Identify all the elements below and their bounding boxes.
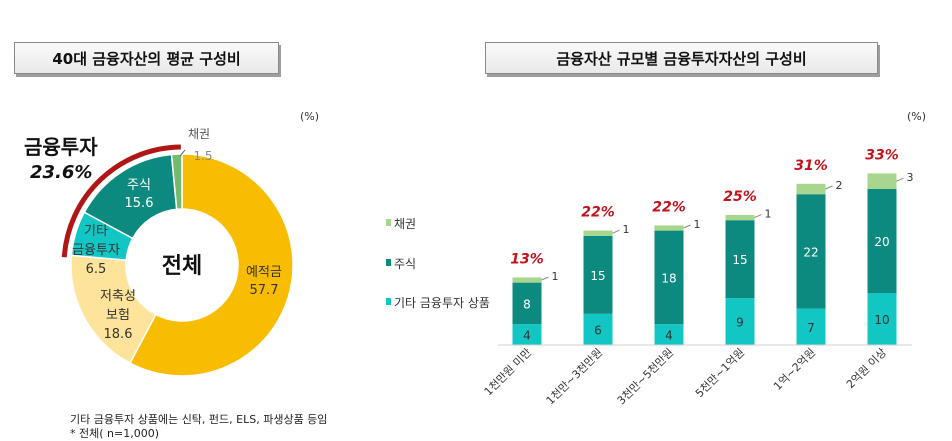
bar-segment: [867, 189, 897, 293]
bar-segment: [867, 293, 897, 345]
bar-value-label: 6: [594, 323, 602, 337]
bar-segment: [512, 277, 542, 283]
x-tick-label: 1천만~3천만원: [543, 345, 605, 407]
pie-unit-label: (%): [300, 110, 320, 123]
bar-value-label: 4: [665, 329, 673, 343]
bar-value-label: 22: [803, 245, 818, 259]
slice-value-label: 57.7: [250, 283, 279, 298]
leader-line: [612, 229, 620, 234]
bar-total-label: 25%: [723, 189, 757, 205]
bar-value-label: 2: [836, 179, 843, 192]
leader-line: [825, 185, 833, 190]
legend-stock-swatch: [386, 259, 391, 266]
x-tick-label: 3천만~5천만원: [614, 345, 676, 407]
legend-bond-label: 채권: [394, 217, 417, 231]
bar-value-label: 10: [874, 313, 889, 327]
bar-total-label: 22%: [652, 199, 686, 215]
bar-segment: [583, 313, 613, 345]
leader-line: [896, 177, 904, 182]
highlight-value: 23.6%: [30, 162, 92, 183]
bar-value-label: 1: [552, 270, 559, 283]
slice-value-label: 18.6: [104, 327, 133, 342]
leader-line: [541, 276, 549, 281]
bar-value-label: 1: [694, 218, 701, 231]
slice-value-label: 15.6: [125, 196, 154, 211]
bar-segment: [583, 230, 613, 236]
donut-chart: 예적금57.7저축성보험18.6기타금융투자6.5주식15.6채권1.5전체금융…: [24, 127, 294, 377]
bar-segment: [796, 183, 826, 195]
x-tick-label: 2억원 이상: [844, 346, 889, 391]
bar-segment: [512, 324, 542, 345]
legend-bond-swatch: [386, 219, 391, 226]
bar-value-label: 9: [736, 316, 744, 330]
slice-value-label: 1.5: [193, 149, 212, 163]
bar-segment: [725, 220, 755, 299]
bar-segment: [654, 225, 684, 231]
legend-bond: 채권: [386, 215, 416, 232]
highlight-arc: [61, 144, 181, 258]
bar-segment: [867, 173, 897, 189]
bar-value-label: 15: [732, 253, 747, 267]
bar-segment: [725, 215, 755, 221]
slice-label: 보험: [106, 308, 130, 323]
bar-segment: [654, 324, 684, 345]
bar-total-label: 13%: [510, 251, 544, 267]
slice-label: 채권: [188, 127, 210, 141]
highlight-label: 금융투자: [24, 135, 98, 159]
bar-value-label: 20: [874, 235, 889, 249]
bar-value-label: 18: [661, 271, 676, 285]
slice-label: 기타: [84, 224, 108, 239]
leader-line: [683, 224, 691, 229]
slice-label: 저축성: [100, 289, 136, 304]
bar-segment: [796, 308, 826, 345]
bar-value-label: 1: [765, 208, 772, 221]
bar-segment: [725, 298, 755, 345]
slice-label: 예적금: [246, 265, 282, 280]
leader-line: [754, 214, 762, 219]
x-tick-label: 1억~2억원: [771, 346, 818, 393]
bar-panel-title: 금융자산 규모별 금융투자자산의 구성비: [485, 42, 878, 74]
donut-slice: [128, 153, 294, 377]
bar-value-label: 3: [907, 171, 914, 184]
slice-label: 주식: [127, 178, 151, 193]
bar-value-label: 7: [807, 321, 815, 335]
x-tick-label: 1천만원 미만: [481, 345, 534, 398]
bar-value-label: 1: [623, 223, 630, 236]
legend-stock-label: 주식: [394, 257, 417, 271]
pie-panel-title: 40대 금융자산의 평균 구성비: [14, 42, 279, 74]
bar-segment: [512, 282, 542, 325]
donut-center-label: 전체: [162, 254, 202, 279]
footnote-2: * 전체( n=1,000): [70, 427, 159, 440]
x-tick-label: 5천만~1억원: [692, 345, 747, 400]
slice-label: 금융투자: [72, 243, 120, 258]
bar-total-label: 22%: [581, 205, 615, 221]
bar-value-label: 15: [590, 269, 605, 283]
bar-total-label: 31%: [794, 158, 828, 174]
footnote-1: 기타 금융투자 상품에는 신탁, 펀드, ELS, 파생상품 등임: [70, 413, 328, 426]
legend-other-swatch: [386, 298, 391, 305]
bar-segment: [583, 235, 613, 314]
leader-line: [179, 149, 186, 157]
bar-value-label: 8: [523, 297, 531, 311]
slice-value-label: 6.5: [86, 262, 107, 277]
legend-stock: 주식: [386, 255, 416, 272]
bar-total-label: 33%: [865, 147, 899, 163]
bar-segment: [654, 230, 684, 325]
bar-unit-label: (%): [907, 110, 927, 123]
legend-other-label: 기타 금융투자 상품: [394, 296, 490, 310]
legend-other: 기타 금융투자 상품: [386, 294, 496, 313]
bar-segment: [796, 194, 826, 309]
donut-slice: [170, 153, 183, 211]
bar-value-label: 4: [523, 329, 531, 343]
